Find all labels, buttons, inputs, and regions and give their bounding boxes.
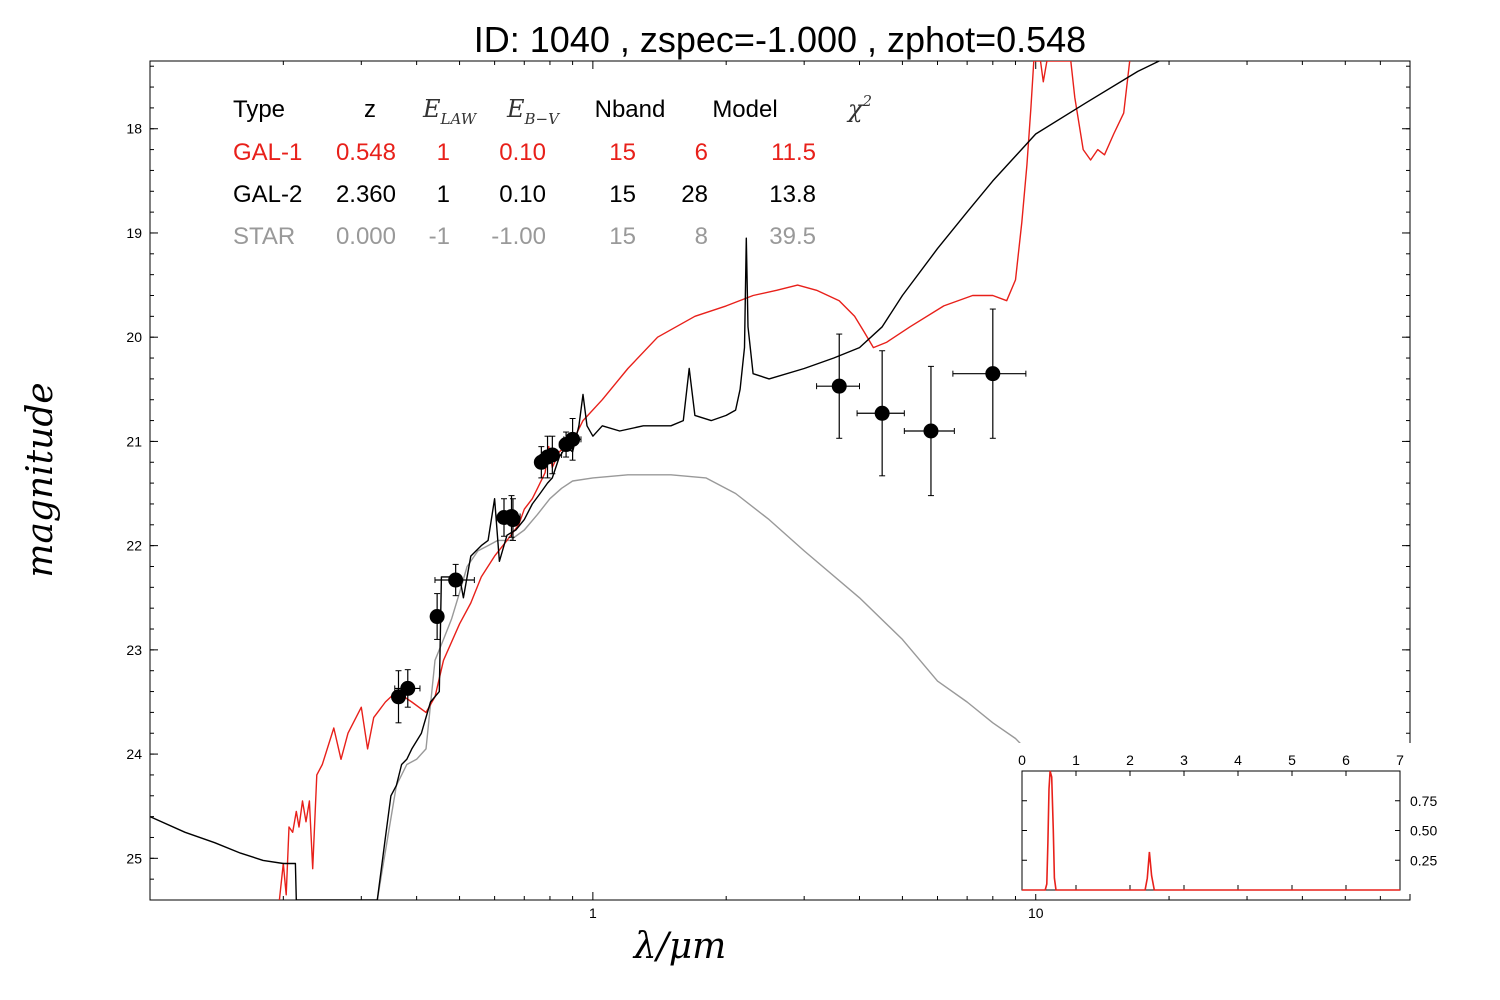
inset-x-tick-label: 5	[1288, 752, 1296, 768]
photometry-group	[390, 308, 1027, 724]
table-cell: 39.5	[769, 223, 816, 250]
y-tick-label: 24	[126, 746, 142, 762]
table-cell: 15	[609, 139, 636, 166]
photometry-point	[985, 366, 1001, 382]
table-cell: 13.8	[769, 181, 816, 208]
table-cell: 11.5	[771, 139, 816, 166]
table-header-cell: Type	[233, 96, 285, 123]
table-cell: 0.10	[499, 181, 546, 208]
series-group	[150, 61, 1160, 900]
photometry-point	[544, 447, 560, 463]
photometry-point	[874, 405, 890, 421]
table-cell: 1	[437, 181, 450, 208]
table-cell: 2.360	[336, 181, 396, 208]
table-header-cell: ELAW	[422, 95, 478, 128]
inset-y-tick-label: 0.50	[1410, 823, 1437, 839]
chart-title: ID: 1040 , zspec=-1.000 , zphot=0.548	[474, 19, 1086, 60]
table-header-cell: z	[364, 96, 376, 123]
y-axis-label: magnitude	[20, 382, 61, 577]
y-tick-label: 25	[126, 850, 142, 866]
table-cell: -1.00	[491, 223, 546, 250]
table-cell: 28	[681, 181, 708, 208]
table-cell: 0.548	[336, 139, 396, 166]
plot-frame	[149, 60, 1411, 901]
table-header-cell: χ2	[846, 92, 872, 123]
x-tick-label: 10	[1028, 905, 1044, 921]
table-cell: 0.10	[499, 139, 546, 166]
photometry-point	[923, 423, 939, 439]
photometry-point	[565, 431, 581, 447]
fit-results-table: Type z ELAW EB−V Nband Model χ2 GAL-1 0.548 1 0.10…	[233, 92, 872, 250]
table-cell: STAR	[233, 223, 295, 250]
y-tick-label: 22	[126, 538, 142, 554]
inset-x-tick-label: 2	[1126, 752, 1134, 768]
table-header-cell: EB−V	[506, 95, 561, 128]
photometry-point	[400, 680, 416, 696]
y-tick-label: 21	[126, 433, 142, 449]
table-cell: 15	[609, 223, 636, 250]
pdz-inset-plot: 0 1 2 3 4 5 6 7 0.25 0.50 0.75	[1018, 743, 1437, 894]
table-cell: 0.000	[336, 223, 396, 250]
inset-frame	[1021, 770, 1401, 891]
photometry-point	[429, 609, 445, 625]
table-cell: 8	[695, 223, 708, 250]
table-cell: GAL-1	[233, 139, 302, 166]
inset-x-tick-label: 4	[1234, 752, 1242, 768]
table-cell: GAL-2	[233, 181, 302, 208]
table-cell: 1	[437, 139, 450, 166]
y-tick-label: 18	[126, 121, 142, 137]
y-tick-label: 20	[126, 329, 142, 345]
x-tick-label: 1	[589, 905, 597, 921]
header-subscript: B−V	[524, 110, 562, 128]
table-header-cell: Model	[712, 96, 777, 123]
table-header-cell: Nband	[595, 96, 666, 123]
table-cell: -1	[429, 223, 450, 250]
y-tick-label: 23	[126, 642, 142, 658]
pdz-line	[1022, 770, 1400, 891]
y-tick-label: 19	[126, 225, 142, 241]
photometry-point	[448, 572, 464, 588]
table-cell: 15	[609, 181, 636, 208]
series-line-gal-2	[150, 61, 1160, 900]
series-line-star	[376, 474, 1101, 900]
inset-x-tick-label: 3	[1180, 752, 1188, 768]
photometry-point	[831, 378, 847, 394]
table-cell: 6	[695, 139, 708, 166]
photometry-point	[505, 512, 521, 528]
inset-y-tick-label: 0.75	[1410, 793, 1437, 809]
inset-x-tick-label: 1	[1072, 752, 1080, 768]
header-superscript: 2	[862, 92, 873, 110]
inset-y-tick-label: 0.25	[1410, 852, 1437, 868]
inset-x-tick-label: 0	[1018, 752, 1026, 768]
x-axis-label: λ/μm	[632, 926, 726, 967]
inset-x-tick-label: 6	[1342, 752, 1350, 768]
inset-x-tick-label: 7	[1396, 752, 1404, 768]
header-subscript: LAW	[440, 110, 478, 128]
